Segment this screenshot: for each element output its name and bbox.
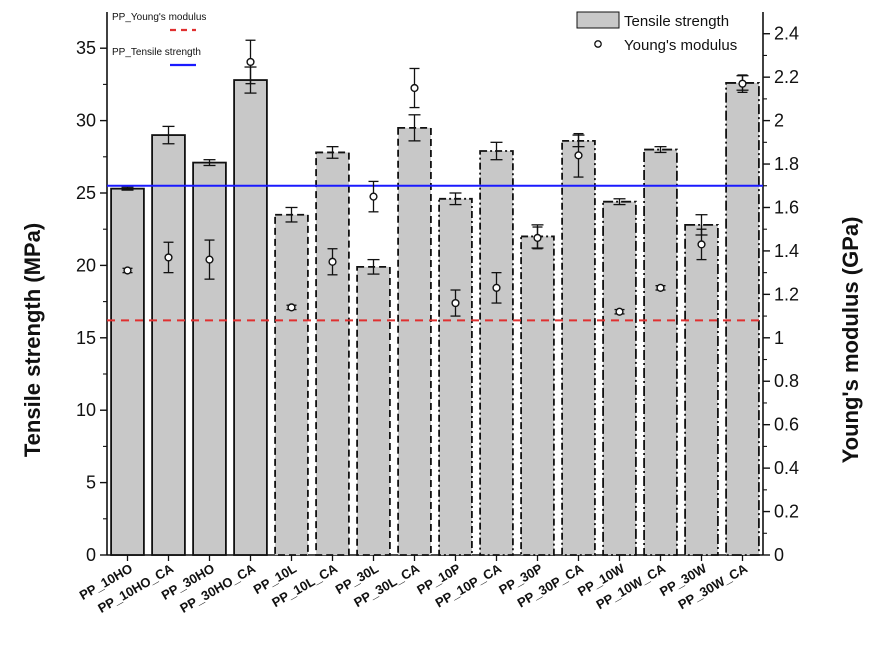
marker-youngs-modulus <box>656 283 665 292</box>
bar-tensile-strength <box>602 200 637 556</box>
bar-tensile-strength <box>274 213 309 556</box>
marker-youngs-modulus <box>615 307 624 316</box>
marker-youngs-modulus <box>369 192 378 201</box>
reference-legend: PP_Young's modulus PP_Tensile strength <box>112 12 206 67</box>
right-tick-label: 2.2 <box>774 67 799 87</box>
marker-youngs-modulus <box>451 298 460 308</box>
left-axis-title: Tensile strength (MPa) <box>20 223 45 457</box>
right-tick-label: 2.4 <box>774 24 799 44</box>
bar-tensile-strength <box>684 223 719 556</box>
left-tick-label: 10 <box>76 400 96 420</box>
bar-tensile-strength <box>315 151 350 556</box>
left-tick-label: 15 <box>76 328 96 348</box>
bar-tensile-strength <box>110 187 145 556</box>
right-tick-label: 1.2 <box>774 284 799 304</box>
marker-youngs-modulus <box>287 303 296 312</box>
right-tick-label: 2 <box>774 111 784 131</box>
marker-youngs-modulus <box>164 253 173 262</box>
legend-swatch-bar <box>576 11 620 29</box>
marker-youngs-modulus <box>574 151 583 160</box>
bar-tensile-strength <box>151 134 186 556</box>
legend: Tensile strength Young's modulus <box>576 11 737 54</box>
left-tick-label: 35 <box>76 38 96 58</box>
marker-youngs-modulus <box>738 79 747 88</box>
left-tick-label: 30 <box>76 111 96 131</box>
plot-area: 0 5 10 15 20 25 30 35 0 0.2 0.4 0.6 0.8 1 1.2 1.4 1.6 1.8… <box>76 12 799 616</box>
legend-swatch-marker <box>594 40 602 48</box>
marker-youngs-modulus <box>123 266 132 275</box>
bar-tensile-strength <box>438 197 473 556</box>
right-tick-label: 0.6 <box>774 415 799 435</box>
legend-label-tensile: Tensile strength <box>624 13 729 30</box>
marker-youngs-modulus <box>246 57 255 67</box>
marker-youngs-modulus <box>205 255 214 264</box>
left-tick-label: 5 <box>86 473 96 493</box>
left-tick-label: 25 <box>76 183 96 203</box>
bar-tensile-strength <box>233 79 268 556</box>
right-tick-label: 0.2 <box>774 502 799 522</box>
bar-tensile-strength <box>520 235 555 556</box>
right-tick-label: 1.8 <box>774 154 799 174</box>
right-tick-label: 1.6 <box>774 197 799 217</box>
bar-tensile-strength <box>479 150 514 556</box>
right-tick-label: 0 <box>774 545 784 565</box>
right-tick-label: 0.4 <box>774 458 799 478</box>
bar-tensile-strength <box>725 82 760 556</box>
bar-tensile-strength <box>397 126 432 556</box>
right-tick-label: 0.8 <box>774 371 799 391</box>
marker-youngs-modulus <box>410 83 419 93</box>
marker-youngs-modulus <box>492 283 501 292</box>
marker-youngs-modulus <box>697 240 706 249</box>
legend-label-modulus: Young's modulus <box>624 37 737 54</box>
right-tick-label: 1.4 <box>774 241 799 261</box>
right-axis-title: Young's modulus (GPa) <box>838 217 863 464</box>
ref-legend-label-tensile: PP_Tensile strength <box>112 47 201 58</box>
left-tick-label: 20 <box>76 255 96 275</box>
left-tick-label: 0 <box>86 545 96 565</box>
bar-tensile-strength <box>356 265 391 556</box>
right-tick-label: 1 <box>774 328 784 348</box>
bar-tensile-strength <box>561 139 596 556</box>
marker-youngs-modulus <box>533 233 542 242</box>
bar-tensile-strength <box>643 148 678 556</box>
bar-tensile-strength <box>192 161 227 556</box>
marker-youngs-modulus <box>328 257 337 266</box>
ref-legend-label-modulus: PP_Young's modulus <box>112 12 206 23</box>
